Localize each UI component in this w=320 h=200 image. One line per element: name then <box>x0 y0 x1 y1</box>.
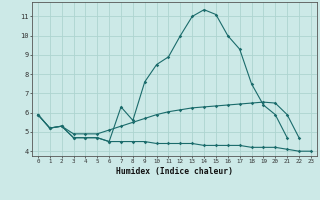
X-axis label: Humidex (Indice chaleur): Humidex (Indice chaleur) <box>116 167 233 176</box>
